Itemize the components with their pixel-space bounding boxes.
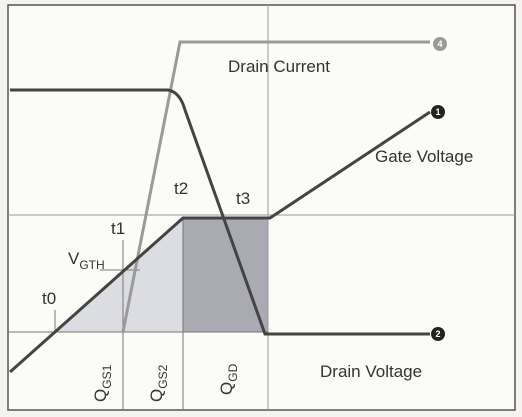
charge-sub: GS1 bbox=[100, 364, 114, 388]
badge-label: 4 bbox=[437, 39, 442, 49]
charge-label: QGD bbox=[217, 363, 240, 395]
charge-label: QGS2 bbox=[147, 364, 170, 402]
time-label: t2 bbox=[174, 179, 188, 198]
badge bbox=[431, 105, 445, 119]
badge-label: 2 bbox=[435, 329, 440, 339]
curve-label: Drain Current bbox=[228, 57, 330, 76]
curve-label: Gate Voltage bbox=[375, 147, 473, 166]
vgth-label: VGTH bbox=[68, 249, 105, 272]
charge-sub: GD bbox=[226, 363, 240, 381]
frame bbox=[7, 4, 516, 411]
charge-label: QGS1 bbox=[91, 364, 114, 402]
drain-current-curve bbox=[121, 40, 430, 333]
gate-voltage-curve bbox=[9, 110, 431, 374]
charge-main: Q bbox=[217, 382, 236, 395]
charge-main: Q bbox=[91, 389, 110, 402]
charge-main: Q bbox=[147, 389, 166, 402]
shade-gd bbox=[183, 218, 268, 332]
time-label: t0 bbox=[42, 289, 56, 308]
time-label: t3 bbox=[236, 189, 250, 208]
badge bbox=[431, 327, 445, 341]
time-label: t1 bbox=[111, 219, 125, 238]
vgth-sub: GTH bbox=[79, 258, 104, 272]
drain-voltage-curve bbox=[10, 88, 430, 336]
badge bbox=[433, 37, 447, 51]
charge-sub: GS2 bbox=[156, 364, 170, 388]
badge-label: 1 bbox=[435, 107, 440, 117]
vgth-main: V bbox=[68, 249, 80, 268]
curve-label: Drain Voltage bbox=[320, 362, 422, 381]
